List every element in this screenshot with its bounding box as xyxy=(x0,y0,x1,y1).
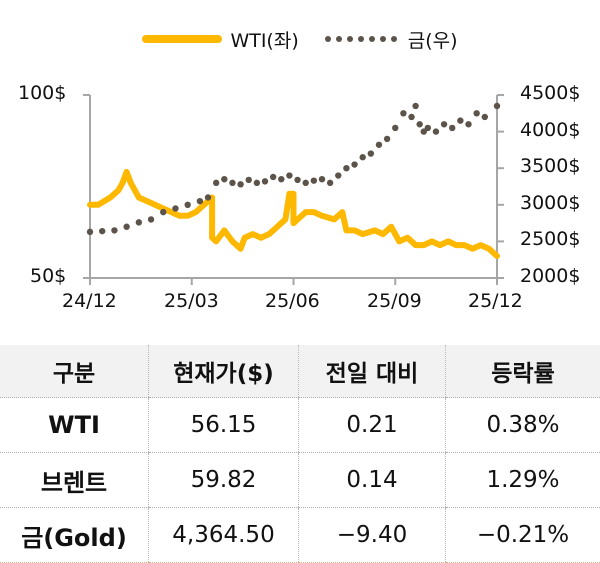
row-label: 금(Gold) xyxy=(0,508,149,563)
price-chart: 100$ 50$ 4500$ 4000$ 3500$ 3000$ 2500$ 2… xyxy=(0,60,600,340)
legend-label-gold: 금(우) xyxy=(408,26,458,53)
gold-data-point xyxy=(351,161,357,167)
gold-data-point xyxy=(99,228,105,234)
row-rate: 1.29% xyxy=(446,453,600,508)
gold-data-point xyxy=(457,117,463,123)
gold-data-point xyxy=(294,177,300,183)
gold-data-point xyxy=(148,216,154,222)
gold-data-point xyxy=(111,227,117,233)
y-right-tick-2000: 2000$ xyxy=(520,265,580,287)
row-change: 0.14 xyxy=(299,453,446,508)
gold-data-point xyxy=(494,103,500,109)
row-rate: 0.38% xyxy=(446,398,600,453)
header-category: 구분 xyxy=(0,345,149,398)
gold-data-point xyxy=(441,121,447,127)
table-row-gold: 금(Gold) 4,364.50 −9.40 −0.21% xyxy=(0,508,600,563)
row-price: 59.82 xyxy=(149,453,299,508)
wti-line-swatch-icon xyxy=(142,35,222,43)
header-price: 현재가($) xyxy=(149,345,299,398)
header-rate: 등락률 xyxy=(446,345,600,398)
y-left-tick-min: 50$ xyxy=(30,265,66,287)
gold-data-point xyxy=(473,110,479,116)
gold-data-point xyxy=(229,180,235,186)
gold-data-point xyxy=(465,121,471,127)
gold-dotted-swatch-icon xyxy=(325,36,400,42)
x-tick-2509: 25/09 xyxy=(367,290,422,312)
gold-data-point xyxy=(160,209,166,215)
y-right-tick-4000: 4000$ xyxy=(520,119,580,141)
y-right-tick-3500: 3500$ xyxy=(520,155,580,177)
x-tick-2506: 25/06 xyxy=(265,290,320,312)
y-right-tick-4500: 4500$ xyxy=(520,82,580,104)
row-change: −9.40 xyxy=(299,508,446,563)
gold-data-point xyxy=(246,177,252,183)
gold-data-point xyxy=(416,121,422,127)
gold-data-point xyxy=(303,180,309,186)
gold-data-point xyxy=(482,114,488,120)
gold-data-point xyxy=(433,128,439,134)
gold-data-point xyxy=(205,194,211,200)
x-tick-2512: 25/12 xyxy=(468,290,523,312)
header-change: 전일 대비 xyxy=(299,345,446,398)
gold-data-point xyxy=(278,176,284,182)
gold-data-point xyxy=(449,125,455,131)
row-rate: −0.21% xyxy=(446,508,600,563)
price-table: 구분 현재가($) 전일 대비 등락률 WTI 56.15 0.21 0.38%… xyxy=(0,345,600,563)
y-left-tick-max: 100$ xyxy=(18,82,66,104)
x-tick-2412: 24/12 xyxy=(62,290,117,312)
gold-data-point xyxy=(408,114,414,120)
table-row-brent: 브렌트 59.82 0.14 1.29% xyxy=(0,453,600,508)
gold-data-point xyxy=(213,180,219,186)
gold-data-point xyxy=(286,172,292,178)
gold-data-point xyxy=(376,142,382,148)
gold-data-point xyxy=(319,176,325,182)
wti-line xyxy=(90,172,497,256)
gold-data-point xyxy=(221,176,227,182)
gold-data-point xyxy=(425,125,431,131)
gold-data-point xyxy=(254,180,260,186)
gold-data-point xyxy=(262,178,268,184)
row-price: 56.15 xyxy=(149,398,299,453)
gold-data-point xyxy=(368,150,374,156)
gold-data-point xyxy=(335,172,341,178)
gold-data-point xyxy=(172,205,178,211)
gold-data-point xyxy=(184,202,190,208)
gold-data-point xyxy=(123,224,129,230)
gold-data-point xyxy=(412,103,418,109)
row-change: 0.21 xyxy=(299,398,446,453)
legend-item-gold: 금(우) xyxy=(325,26,458,53)
gold-data-point xyxy=(87,229,93,235)
table-row-wti: WTI 56.15 0.21 0.38% xyxy=(0,398,600,453)
legend-item-wti: WTI(좌) xyxy=(142,26,298,53)
gold-data-point xyxy=(384,136,390,142)
row-label: WTI xyxy=(0,398,149,453)
gold-data-point xyxy=(392,125,398,131)
gold-data-point xyxy=(197,198,203,204)
gold-data-point xyxy=(343,165,349,171)
gold-data-point xyxy=(136,219,142,225)
gold-data-point xyxy=(270,174,276,180)
y-right-tick-3000: 3000$ xyxy=(520,192,580,214)
gold-data-point xyxy=(311,177,317,183)
chart-legend: WTI(좌) 금(우) xyxy=(0,22,600,56)
row-label: 브렌트 xyxy=(0,453,149,508)
table-header-row: 구분 현재가($) 전일 대비 등락률 xyxy=(0,345,600,398)
y-right-tick-2500: 2500$ xyxy=(520,228,580,250)
legend-label-wti: WTI(좌) xyxy=(230,26,298,53)
gold-data-point xyxy=(359,154,365,160)
gold-data-point xyxy=(237,181,243,187)
row-price: 4,364.50 xyxy=(149,508,299,563)
gold-data-point xyxy=(327,180,333,186)
gold-data-point xyxy=(400,110,406,116)
x-tick-2503: 25/03 xyxy=(164,290,219,312)
